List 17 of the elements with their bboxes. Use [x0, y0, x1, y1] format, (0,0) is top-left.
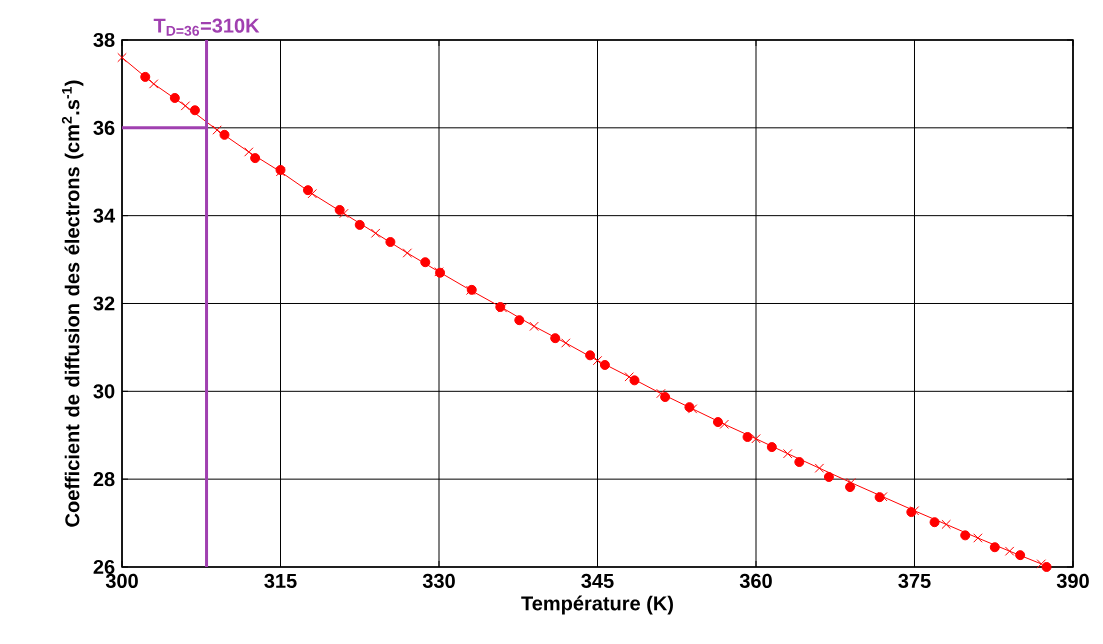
text: T$_{D=36}$=310K	[153, 18, 260, 36]
y-tick-label: 36	[93, 120, 115, 135]
x-axis-title: Température (K)	[521, 595, 673, 615]
x-tick-label: 315	[264, 573, 297, 589]
x-tick-label: 300	[105, 573, 138, 589]
y-tick-label: 34	[93, 208, 116, 223]
x-tick-label: 330	[422, 573, 455, 589]
y-tick-label: 26	[93, 559, 115, 575]
x-tick-label: 390	[1056, 573, 1089, 589]
x-tick-label: 360	[739, 573, 772, 589]
y-tick-label: 30	[93, 384, 115, 399]
y-axis-title: Coefficient de diffusion des électrons (cm$^{2}$.s$^{-1}$)	[61, 80, 84, 527]
y-tick-label: 38	[93, 32, 115, 48]
y-tick-label: 32	[93, 296, 115, 311]
y-tick-label: 28	[93, 472, 115, 487]
x-tick-label: 375	[898, 573, 931, 589]
x-tick-label: 345	[581, 573, 614, 589]
